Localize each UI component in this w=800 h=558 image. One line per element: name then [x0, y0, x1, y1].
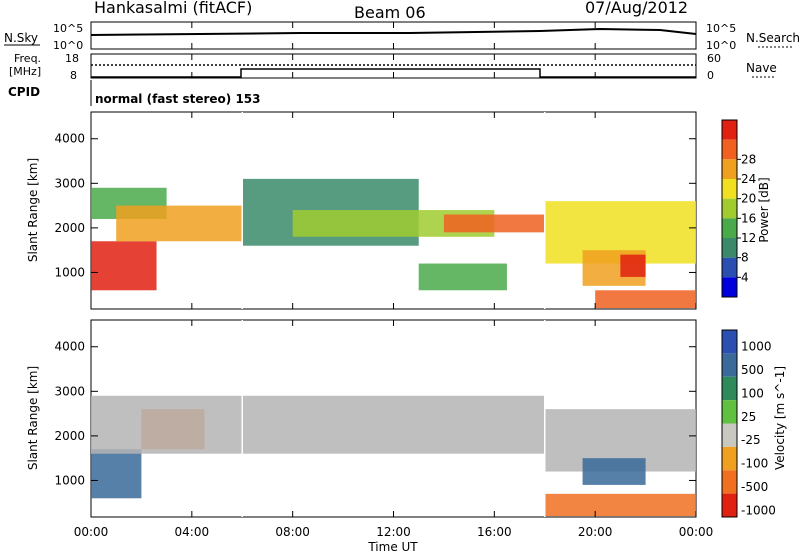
velocity-panel: 1000 2000 3000 4000 Slant Range [km]: [26, 319, 697, 518]
sky-label: N.Sky: [4, 31, 38, 45]
station-title: Hankasalmi (fitACF): [94, 0, 252, 17]
sky-right-tick-bottom: 10^0: [706, 39, 736, 52]
power-scatter-band: [116, 205, 243, 242]
freq-label-line-1: Freq.: [14, 52, 41, 65]
velocity-y-axis-label: Slant Range [km]: [26, 366, 40, 470]
velocity-colorbar-tick-label: -500: [741, 480, 768, 494]
x-tick-label: 12:00: [376, 525, 411, 539]
power-colorbar-swatch: [722, 179, 737, 199]
power-scatter-band: [620, 254, 646, 277]
y-tick-label: 3000: [54, 176, 85, 190]
power-scatter-band: [418, 263, 507, 291]
cpid-label: CPID: [8, 85, 40, 99]
power-colorbar-tick-label: 12: [741, 231, 756, 245]
power-scatter-layer: [91, 178, 696, 309]
power-scatter-band: [443, 214, 545, 233]
velocity-colorbar-tick-label: -1000: [741, 503, 776, 517]
vel-scatter-band: [91, 449, 142, 499]
power-colorbar-tick-label: 8: [741, 251, 749, 265]
velocity-colorbar-tick-label: -25: [741, 433, 761, 447]
y-tick-label: 2000: [54, 221, 85, 235]
freq-tick-bottom: 8: [70, 69, 77, 82]
y-tick-label: 4000: [54, 132, 85, 146]
velocity-colorbar-tick-label: 1000: [741, 340, 772, 354]
power-colorbar-tick-label: 24: [741, 172, 756, 186]
x-tick-label: 04:00: [175, 525, 210, 539]
freq-trace: [91, 68, 696, 78]
x-tick-label: 16:00: [477, 525, 512, 539]
sky-left-tick-bottom: 10^0: [53, 39, 83, 52]
power-colorbar-swatch: [722, 159, 737, 179]
y-tick-label: 2000: [54, 429, 85, 443]
velocity-colorbar-swatch: [722, 446, 737, 471]
velocity-colorbar-swatch: [722, 353, 737, 377]
velocity-colorbar-tick-label: 100: [741, 386, 764, 400]
date-title: 07/Aug/2012: [585, 0, 688, 17]
sky-noise-trace: [90, 27, 697, 36]
x-tick-label: 00:00: [679, 525, 714, 539]
power-panel: 1000 2000 3000 4000 Slant Range [km]: [26, 111, 697, 310]
velocity-colorbar: 1000 500 100 25 -25 -100 -500 -1000: [721, 329, 776, 518]
power-colorbar-swatch: [722, 277, 737, 297]
nave-tick-bottom: 0: [707, 69, 714, 82]
sky-right-tick-top: 10^5: [706, 22, 736, 35]
velocity-colorbar-tick-label: 500: [741, 363, 764, 377]
velocity-colorbar-swatch: [722, 470, 737, 494]
time-axis-ticks: 00:00 04:00 08:00 12:00 16:00 20:00 00:00: [74, 22, 714, 539]
power-y-ticks: 1000 2000 3000 4000: [54, 132, 696, 279]
power-colorbar-tick-label: 20: [741, 192, 756, 206]
x-tick-label: 08:00: [275, 525, 310, 539]
power-colorbar-swatch: [722, 120, 737, 140]
velocity-colorbar-swatch: [722, 400, 737, 424]
power-colorbar: 4 8 12 16 20 24 28: [721, 119, 756, 298]
power-scatter-band: [91, 241, 157, 291]
power-colorbar-swatch: [722, 257, 737, 278]
x-tick-label: 00:00: [74, 525, 109, 539]
y-tick-label: 1000: [54, 473, 85, 487]
y-tick-label: 3000: [54, 384, 85, 398]
power-colorbar-swatch: [722, 139, 737, 160]
y-tick-label: 4000: [54, 340, 85, 354]
power-colorbar-tick-label: 28: [741, 152, 756, 166]
power-colorbar-frame: [721, 119, 738, 298]
x-axis-label: Time UT: [367, 540, 418, 554]
sky-left-tick-top: 10^5: [53, 22, 83, 35]
vel-scatter-band: [544, 493, 696, 517]
vel-scatter-band: [582, 458, 646, 485]
velocity-colorbar-label: Velocity [m s^-1]: [773, 366, 787, 470]
velocity-colorbar-swatch: [722, 423, 737, 447]
power-colorbar-tick-label: 4: [741, 270, 749, 284]
nave-label: Nave: [746, 61, 777, 75]
power-colorbar-label: Power [dB]: [757, 177, 771, 242]
power-scatter-band: [595, 290, 696, 309]
vel-scatter-band: [91, 395, 545, 454]
velocity-colorbar-swatch: [722, 330, 737, 354]
velocity-colorbar-tick-label: -100: [741, 457, 768, 471]
power-colorbar-tick-label: 16: [741, 211, 756, 225]
power-colorbar-swatch: [722, 198, 737, 219]
velocity-scatter-layer: [91, 395, 696, 517]
y-tick-label: 1000: [54, 265, 85, 279]
velocity-colorbar-swatch: [722, 493, 737, 517]
nave-tick-top: 60: [707, 52, 721, 65]
freq-label-line-2: [MHz]: [9, 65, 41, 78]
power-colorbar-swatch: [722, 238, 737, 258]
beam-title: Beam 06: [354, 3, 426, 22]
x-tick-label: 20:00: [578, 525, 613, 539]
velocity-y-ticks: 1000 2000 3000 4000: [54, 340, 696, 487]
velocity-colorbar-tick-label: 25: [741, 410, 756, 424]
power-colorbar-swatch: [722, 218, 737, 238]
power-y-axis-label: Slant Range [km]: [26, 158, 40, 262]
freq-tick-top: 18: [65, 52, 79, 65]
cpid-text: normal (fast stereo) 153: [95, 92, 261, 106]
search-noise-label: N.Search: [746, 31, 800, 45]
velocity-colorbar-frame: [721, 329, 738, 518]
velocity-colorbar-swatch: [722, 376, 737, 401]
